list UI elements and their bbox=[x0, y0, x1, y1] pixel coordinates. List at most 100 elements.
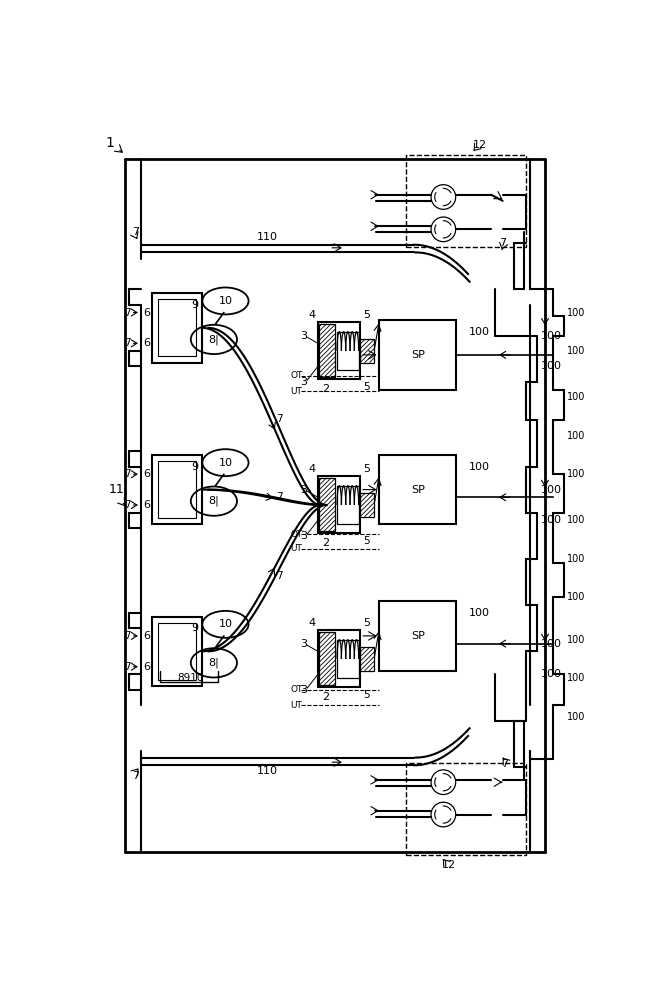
Text: 6: 6 bbox=[143, 662, 150, 672]
Bar bbox=[380, 455, 456, 524]
Text: 100: 100 bbox=[566, 469, 585, 479]
Text: 100: 100 bbox=[541, 485, 562, 495]
Text: 100: 100 bbox=[541, 639, 562, 649]
Bar bbox=[360, 339, 374, 363]
Text: 6: 6 bbox=[143, 500, 150, 510]
Text: 100: 100 bbox=[566, 431, 585, 441]
Text: 100: 100 bbox=[566, 515, 585, 525]
Text: 6: 6 bbox=[143, 308, 150, 318]
Text: 5: 5 bbox=[363, 382, 370, 392]
Text: 7: 7 bbox=[276, 571, 283, 581]
Text: 100: 100 bbox=[469, 327, 490, 337]
Bar bbox=[318, 322, 360, 379]
Text: 7: 7 bbox=[501, 759, 508, 769]
Text: 100: 100 bbox=[541, 515, 562, 525]
Text: 4: 4 bbox=[308, 618, 315, 628]
Text: 100: 100 bbox=[566, 346, 585, 356]
Text: 100: 100 bbox=[469, 608, 490, 618]
Text: 9: 9 bbox=[191, 300, 198, 310]
Text: 8|: 8| bbox=[208, 658, 219, 668]
Text: 2: 2 bbox=[322, 538, 329, 548]
Text: 5: 5 bbox=[363, 618, 370, 628]
Text: 100: 100 bbox=[541, 669, 562, 679]
Text: UT: UT bbox=[290, 701, 302, 710]
Text: 1: 1 bbox=[105, 136, 115, 150]
Text: 100: 100 bbox=[541, 331, 562, 341]
Text: 10: 10 bbox=[219, 458, 232, 468]
Text: 6: 6 bbox=[143, 469, 150, 479]
Text: 7: 7 bbox=[499, 238, 506, 248]
Text: 7: 7 bbox=[124, 662, 131, 672]
Text: 100: 100 bbox=[541, 361, 562, 371]
Bar bbox=[380, 601, 456, 671]
Bar bbox=[152, 293, 202, 363]
Text: 10: 10 bbox=[219, 619, 232, 629]
Bar bbox=[380, 320, 456, 389]
Text: 8|: 8| bbox=[208, 334, 219, 345]
Text: 100: 100 bbox=[566, 554, 585, 564]
Text: OT: OT bbox=[290, 371, 303, 380]
Text: 100: 100 bbox=[566, 392, 585, 402]
Bar bbox=[158, 623, 196, 680]
Bar bbox=[158, 461, 196, 518]
Text: 100: 100 bbox=[566, 592, 585, 602]
Text: 11: 11 bbox=[108, 483, 124, 496]
Text: 100: 100 bbox=[469, 462, 490, 472]
Bar bbox=[318, 476, 360, 533]
Text: 10: 10 bbox=[219, 296, 232, 306]
Bar bbox=[337, 640, 359, 678]
Text: 7: 7 bbox=[124, 308, 131, 318]
Bar bbox=[152, 617, 202, 686]
Text: 100: 100 bbox=[566, 673, 585, 683]
Text: 7: 7 bbox=[132, 227, 139, 237]
Text: UT: UT bbox=[290, 387, 302, 396]
Text: 7: 7 bbox=[124, 500, 131, 510]
Text: 8910: 8910 bbox=[178, 673, 204, 683]
Bar bbox=[320, 324, 335, 377]
Text: 12: 12 bbox=[441, 860, 456, 870]
Text: UT: UT bbox=[290, 544, 302, 553]
Text: 7: 7 bbox=[124, 338, 131, 348]
Text: 4: 4 bbox=[308, 464, 315, 474]
Text: 7: 7 bbox=[124, 469, 131, 479]
Text: 3: 3 bbox=[301, 485, 307, 495]
Text: 5: 5 bbox=[363, 464, 370, 474]
Text: 100: 100 bbox=[566, 308, 585, 318]
Text: 7: 7 bbox=[132, 771, 139, 781]
Text: 3: 3 bbox=[301, 685, 307, 695]
Text: SP: SP bbox=[411, 350, 425, 360]
Bar bbox=[406, 155, 526, 247]
Text: 12: 12 bbox=[473, 140, 486, 150]
Text: 8|: 8| bbox=[208, 496, 219, 506]
Text: 2: 2 bbox=[322, 384, 329, 394]
Text: SP: SP bbox=[411, 485, 425, 495]
Text: 7: 7 bbox=[276, 414, 283, 424]
Text: SP: SP bbox=[411, 631, 425, 641]
Text: 7: 7 bbox=[124, 631, 131, 641]
Bar bbox=[337, 332, 359, 370]
Bar bbox=[152, 455, 202, 524]
Text: 110: 110 bbox=[257, 232, 279, 242]
Text: 9: 9 bbox=[191, 462, 198, 472]
Text: OT: OT bbox=[290, 530, 303, 539]
Text: 3: 3 bbox=[301, 639, 307, 649]
Text: 6: 6 bbox=[143, 338, 150, 348]
Text: 3: 3 bbox=[301, 331, 307, 341]
Text: 7: 7 bbox=[276, 492, 283, 502]
Text: 100: 100 bbox=[566, 635, 585, 645]
Text: 4: 4 bbox=[308, 310, 315, 320]
Text: 110: 110 bbox=[257, 766, 279, 776]
Bar bbox=[337, 486, 359, 524]
Bar bbox=[360, 493, 374, 517]
Text: OT: OT bbox=[290, 685, 303, 694]
Bar bbox=[406, 763, 526, 855]
Text: 100: 100 bbox=[566, 712, 585, 722]
Text: 3: 3 bbox=[301, 531, 307, 541]
Text: 6: 6 bbox=[143, 631, 150, 641]
Bar bbox=[360, 647, 374, 671]
Text: 2: 2 bbox=[322, 692, 329, 702]
Bar bbox=[320, 632, 335, 685]
Bar bbox=[158, 299, 196, 356]
Text: 5: 5 bbox=[363, 690, 370, 700]
Text: 3: 3 bbox=[301, 377, 307, 387]
